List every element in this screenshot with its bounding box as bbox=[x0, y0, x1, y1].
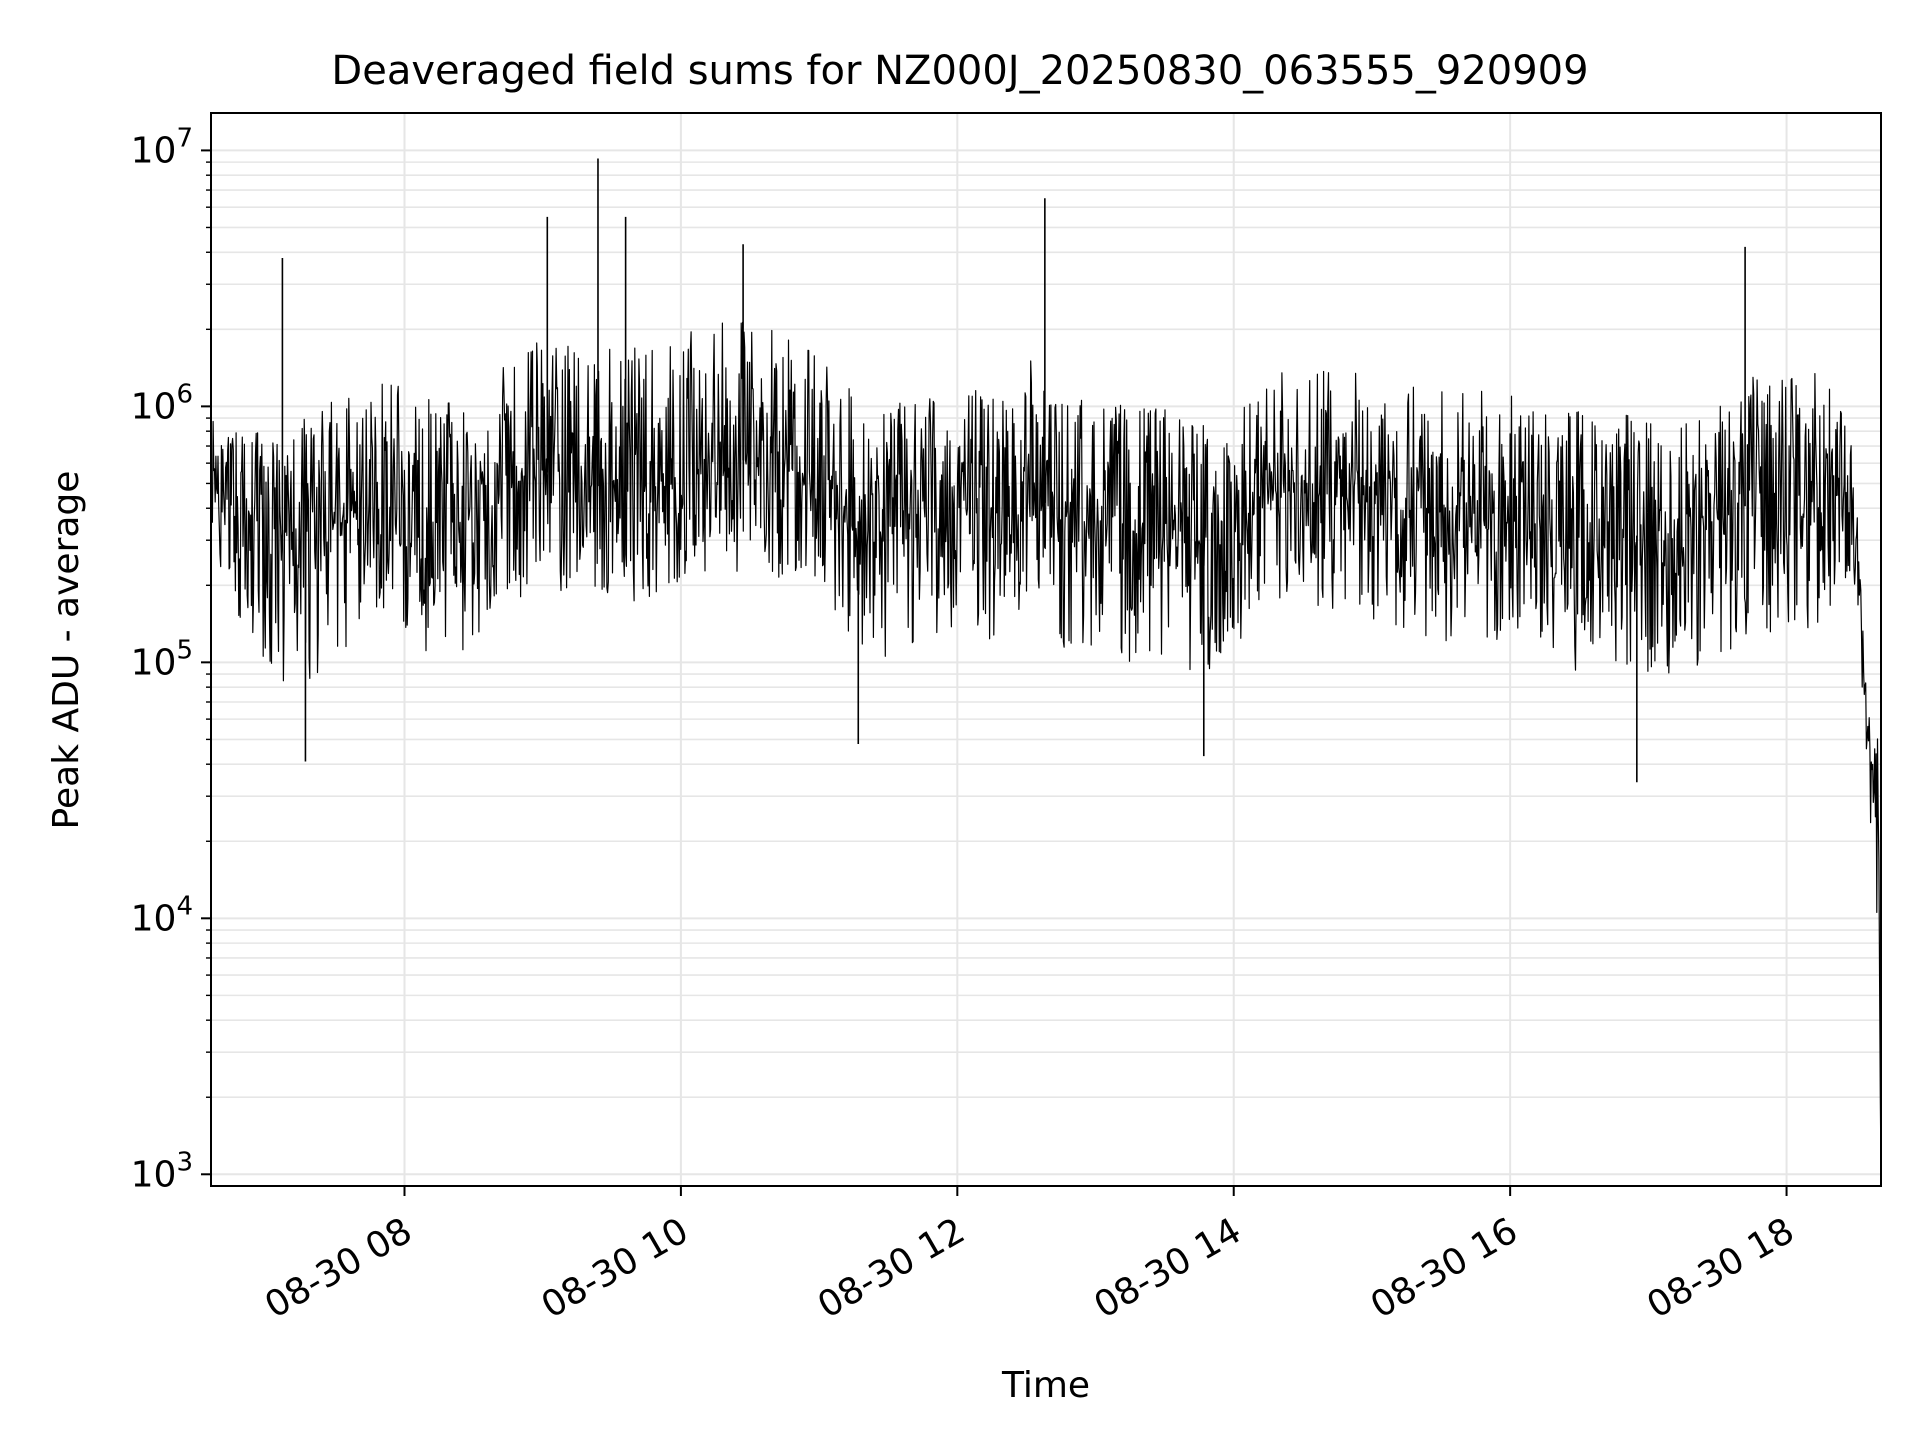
y-axis-label: Peak ADU - average bbox=[46, 471, 87, 830]
x-tick-label: 08-30 14 bbox=[1088, 1210, 1249, 1326]
x-tick-label: 08-30 10 bbox=[535, 1210, 696, 1326]
chart-title: Deaveraged field sums for NZ000J_2025083… bbox=[331, 48, 1588, 94]
x-tick-label: 08-30 12 bbox=[811, 1210, 972, 1326]
x-tick-label: 08-30 16 bbox=[1364, 1210, 1525, 1326]
y-tick-label: 107 bbox=[131, 123, 193, 171]
ticks: 103 104 105 106 107 08-30 08 08-30 10 08-30 12 0… bbox=[131, 123, 1801, 1326]
x-tick-label: 08-30 18 bbox=[1640, 1210, 1801, 1326]
y-tick-label: 106 bbox=[131, 379, 193, 427]
y-tick-label: 105 bbox=[131, 635, 193, 683]
axes-frame bbox=[210, 112, 1882, 1187]
x-axis-label: Time bbox=[1001, 1365, 1090, 1406]
y-tick-label: 103 bbox=[131, 1147, 193, 1195]
y-tick-label: 104 bbox=[131, 891, 193, 939]
series-layer bbox=[210, 158, 1882, 1174]
series-line bbox=[210, 321, 1882, 1174]
x-tick-label: 08-30 08 bbox=[258, 1210, 419, 1326]
